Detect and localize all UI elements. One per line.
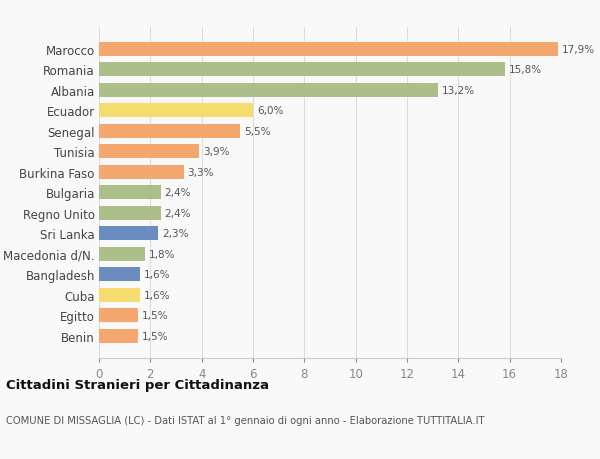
Text: 17,9%: 17,9% <box>562 45 595 55</box>
Bar <box>99 124 240 138</box>
Text: 13,2%: 13,2% <box>442 85 475 95</box>
Text: 1,6%: 1,6% <box>144 269 170 280</box>
Text: 5,5%: 5,5% <box>244 126 271 136</box>
Bar <box>99 227 158 241</box>
Text: 3,9%: 3,9% <box>203 147 229 157</box>
Text: COMUNE DI MISSAGLIA (LC) - Dati ISTAT al 1° gennaio di ogni anno - Elaborazione : COMUNE DI MISSAGLIA (LC) - Dati ISTAT al… <box>6 415 485 425</box>
Bar <box>99 186 161 200</box>
Bar <box>99 43 559 56</box>
Text: 3,3%: 3,3% <box>188 168 214 177</box>
Text: Cittadini Stranieri per Cittadinanza: Cittadini Stranieri per Cittadinanza <box>6 379 269 392</box>
Bar <box>99 308 137 323</box>
Bar <box>99 288 140 302</box>
Text: 2,3%: 2,3% <box>162 229 188 239</box>
Text: 2,4%: 2,4% <box>164 208 191 218</box>
Bar <box>99 206 161 220</box>
Bar <box>99 247 145 261</box>
Bar <box>99 145 199 159</box>
Text: 1,8%: 1,8% <box>149 249 176 259</box>
Bar <box>99 63 505 77</box>
Bar <box>99 165 184 179</box>
Text: 1,5%: 1,5% <box>142 331 168 341</box>
Text: 1,6%: 1,6% <box>144 290 170 300</box>
Legend: Africa, Europa, America, Asia: Africa, Europa, America, Asia <box>172 0 488 3</box>
Text: 6,0%: 6,0% <box>257 106 283 116</box>
Bar <box>99 84 438 97</box>
Bar <box>99 268 140 282</box>
Text: 1,5%: 1,5% <box>142 311 168 320</box>
Text: 15,8%: 15,8% <box>508 65 542 75</box>
Bar <box>99 104 253 118</box>
Text: 2,4%: 2,4% <box>164 188 191 198</box>
Bar <box>99 329 137 343</box>
